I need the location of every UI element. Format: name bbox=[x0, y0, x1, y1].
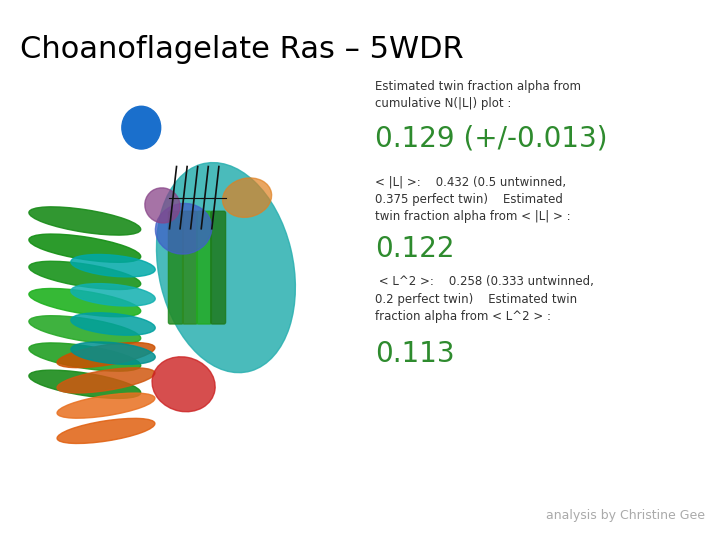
Text: < L^2 >:    0.258 (0.333 untwinned,
0.2 perfect twin)    Estimated twin
fraction: < L^2 >: 0.258 (0.333 untwinned, 0.2 per… bbox=[375, 275, 594, 323]
Ellipse shape bbox=[29, 234, 140, 262]
Ellipse shape bbox=[71, 254, 156, 277]
Ellipse shape bbox=[71, 313, 156, 335]
Ellipse shape bbox=[145, 188, 180, 223]
Ellipse shape bbox=[156, 163, 295, 373]
Ellipse shape bbox=[29, 261, 140, 289]
Ellipse shape bbox=[156, 204, 212, 254]
FancyBboxPatch shape bbox=[183, 211, 197, 324]
Text: Estimated twin fraction alpha from
cumulative N(|L|) plot :: Estimated twin fraction alpha from cumul… bbox=[375, 80, 581, 111]
Ellipse shape bbox=[29, 207, 140, 235]
Ellipse shape bbox=[71, 284, 156, 306]
FancyBboxPatch shape bbox=[197, 211, 212, 324]
Ellipse shape bbox=[57, 418, 155, 443]
Text: analysis by Christine Gee: analysis by Christine Gee bbox=[546, 509, 705, 522]
Text: 0.113: 0.113 bbox=[375, 340, 454, 368]
FancyBboxPatch shape bbox=[168, 211, 184, 324]
Ellipse shape bbox=[57, 342, 155, 368]
Text: 0.122: 0.122 bbox=[375, 235, 454, 263]
Ellipse shape bbox=[71, 342, 156, 364]
Text: 0.129 (+/-0.013): 0.129 (+/-0.013) bbox=[375, 125, 608, 153]
Ellipse shape bbox=[29, 343, 140, 371]
Circle shape bbox=[122, 106, 161, 149]
Ellipse shape bbox=[29, 288, 140, 317]
Ellipse shape bbox=[57, 393, 155, 418]
Text: Choanoflagelate Ras – 5WDR: Choanoflagelate Ras – 5WDR bbox=[20, 35, 464, 64]
Text: < |L| >:    0.432 (0.5 untwinned,
0.375 perfect twin)    Estimated
twin fraction: < |L| >: 0.432 (0.5 untwinned, 0.375 per… bbox=[375, 175, 571, 223]
Ellipse shape bbox=[222, 178, 271, 218]
Ellipse shape bbox=[29, 316, 140, 344]
Ellipse shape bbox=[29, 370, 140, 399]
Ellipse shape bbox=[57, 368, 155, 393]
FancyBboxPatch shape bbox=[211, 211, 225, 324]
Ellipse shape bbox=[152, 357, 215, 411]
